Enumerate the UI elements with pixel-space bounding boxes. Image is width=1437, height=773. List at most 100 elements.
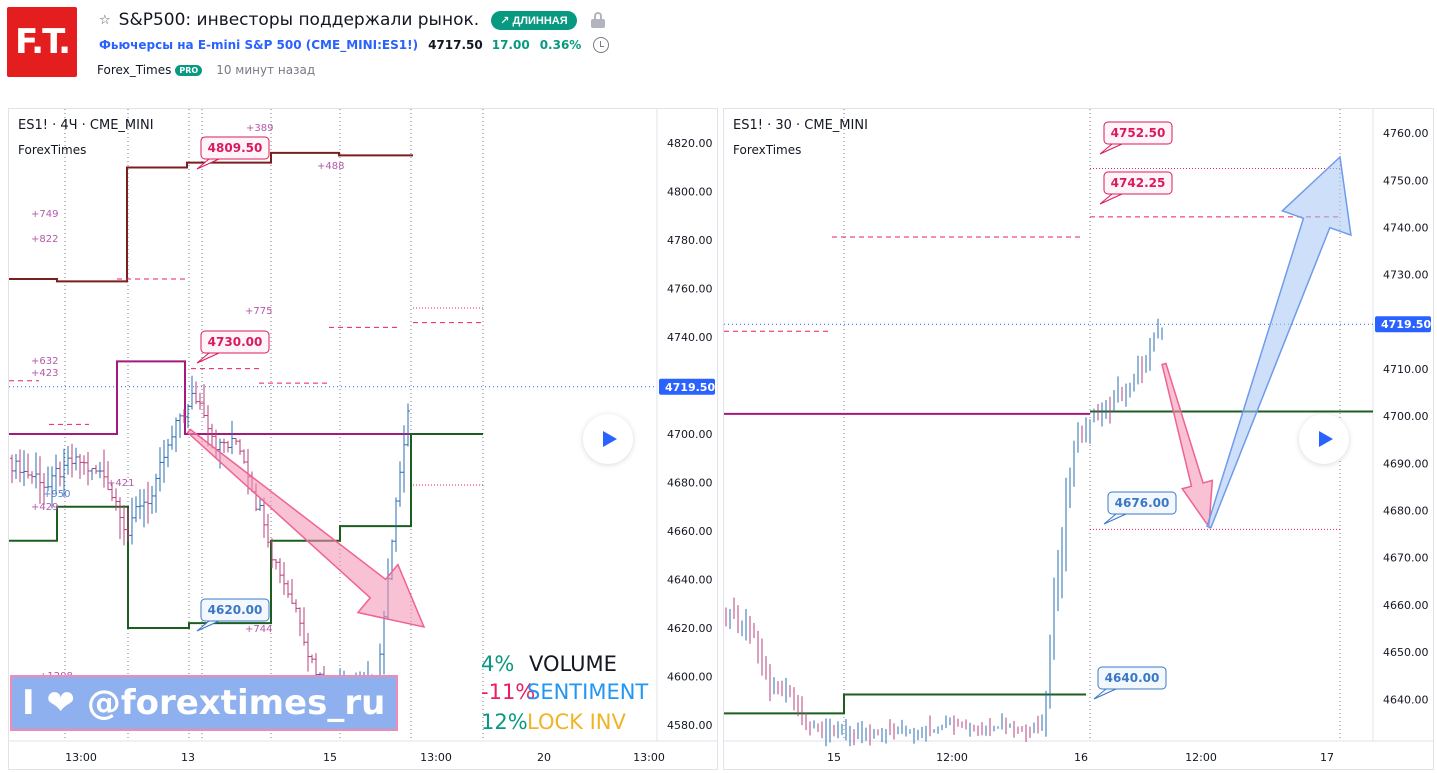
level-label: +822 xyxy=(31,234,58,245)
watermark-banner: I ❤ @forextimes_ru xyxy=(10,675,398,731)
price-callout-text: 4809.50 xyxy=(208,141,263,155)
alarm-clock-icon[interactable] xyxy=(593,37,610,53)
price-callout-box xyxy=(1103,171,1173,195)
price-callout-text: 4742.25 xyxy=(1111,176,1166,190)
price-tick-label: 4740.00 xyxy=(1383,222,1429,235)
resistance-step-line xyxy=(9,151,413,283)
overlay-pct: 4% xyxy=(481,652,515,676)
price-callout-pointer xyxy=(1099,193,1123,205)
chart-legend-right: ES1! · 30 · CME_MINI xyxy=(733,118,868,133)
price-tick-label: 4680.00 xyxy=(667,477,713,490)
forecast-arrow xyxy=(1206,155,1352,529)
level-label: +429 xyxy=(31,502,58,513)
overlay-pct: 12% xyxy=(481,710,528,734)
price-callout-text: 4730.00 xyxy=(208,335,263,349)
price-callout-pointer xyxy=(196,620,220,632)
price-tick-label: 4750.00 xyxy=(1383,174,1429,187)
chart-left-canvas: 4820.004800.004780.004760.004740.004720.… xyxy=(9,109,717,764)
price-tick-label: 4800.00 xyxy=(667,186,713,199)
title-row: ☆ S&P500: инвесторы поддержали рынок. ↗ … xyxy=(99,8,605,32)
logo-text: F.T. xyxy=(14,22,71,62)
time-tick-label: 12:00 xyxy=(936,751,968,764)
play-button-left[interactable] xyxy=(583,414,633,464)
time-tick-label: 13 xyxy=(181,751,195,764)
pro-badge: PRO xyxy=(175,64,203,76)
current-price-tag xyxy=(1375,316,1431,333)
time-tick-label: 13:00 xyxy=(633,751,665,764)
price-callout-box xyxy=(1107,491,1177,515)
price-callout-text: 4676.00 xyxy=(1115,496,1170,510)
lower-support-line xyxy=(724,693,1086,715)
symbol-change-pct: 0.36% xyxy=(539,38,582,52)
price-tick-label: 4700.00 xyxy=(1383,410,1429,423)
price-tick-label: 4760.00 xyxy=(667,283,713,296)
time-tick-label: 12:00 xyxy=(1185,751,1217,764)
price-tick-label: 4820.00 xyxy=(667,137,713,150)
level-label: +950 xyxy=(43,489,70,500)
time-tick-label: 20 xyxy=(537,751,551,764)
price-tick-label: 4730.00 xyxy=(1383,269,1429,282)
price-callout-box xyxy=(200,330,270,354)
chart-legend-left: ES1! · 4Ч · CME_MINI xyxy=(18,118,154,133)
time-tick-label: 13:00 xyxy=(420,751,452,764)
level-label: +488 xyxy=(317,161,344,172)
price-tick-label: 4650.00 xyxy=(1383,646,1429,659)
price-tick-label: 4780.00 xyxy=(667,234,713,247)
price-callout-text: 4620.00 xyxy=(208,603,263,617)
price-tick-label: 4660.00 xyxy=(667,525,713,538)
price-tick-label: 4740.00 xyxy=(667,331,713,344)
time-tick-label: 15 xyxy=(827,751,841,764)
price-tick-label: 4700.00 xyxy=(667,428,713,441)
current-price-text: 4719.50 xyxy=(1381,318,1431,331)
forecast-arrow xyxy=(1161,362,1214,530)
price-callout-pointer xyxy=(196,158,220,170)
current-price-text: 4719.50 xyxy=(665,381,715,394)
level-label: +423 xyxy=(31,368,58,379)
level-label: +632 xyxy=(31,356,58,367)
price-tick-label: 4690.00 xyxy=(1383,457,1429,470)
pivot-step-line xyxy=(9,360,413,436)
price-tick-label: 4680.00 xyxy=(1383,505,1429,518)
idea-header: F.T. ☆ S&P500: инвесторы поддержали рыно… xyxy=(0,0,1437,100)
level-label: +421 xyxy=(107,478,134,489)
overlay-label: LOCK INV xyxy=(527,710,626,734)
support-step-line xyxy=(9,433,483,629)
current-price-tag xyxy=(659,378,715,395)
level-label: +775 xyxy=(245,306,272,317)
time-tick-label: 17 xyxy=(1320,751,1334,764)
price-callout-pointer xyxy=(196,352,220,364)
price-callout-pointer xyxy=(1103,513,1127,525)
price-tick-label: 4660.00 xyxy=(1383,599,1429,612)
overlay-pct: -11% xyxy=(481,680,536,704)
play-button-right[interactable] xyxy=(1299,414,1349,464)
price-tick-label: 4580.00 xyxy=(667,719,713,732)
author-row: Forex_Times PRO 10 минут назад xyxy=(97,61,315,79)
idea-title: S&P500: инвесторы поддержали рынок. xyxy=(118,10,480,30)
chart-panel-right[interactable]: 4760.004750.004740.004730.004720.004710.… xyxy=(723,108,1434,770)
symbol-row: Фьючерсы на E-mini S&P 500 (CME_MINI:ES1… xyxy=(99,36,610,54)
price-tick-label: 4670.00 xyxy=(1383,552,1429,565)
price-tick-label: 4640.00 xyxy=(667,573,713,586)
chart-right-canvas: 4760.004750.004740.004730.004720.004710.… xyxy=(724,109,1433,764)
time-ago: 10 минут назад xyxy=(216,63,316,77)
forecast-arrow xyxy=(186,428,426,629)
star-icon[interactable]: ☆ xyxy=(99,12,111,27)
price-callout-text: 4752.50 xyxy=(1111,126,1166,140)
price-callout-box xyxy=(1103,121,1173,145)
price-tick-label: 4710.00 xyxy=(1383,363,1429,376)
price-callout-box xyxy=(200,136,270,160)
direction-badge: ↗ ДЛИННАЯ xyxy=(491,10,577,30)
author-logo[interactable]: F.T. xyxy=(7,7,77,77)
chart-panel-left[interactable]: 4820.004800.004780.004760.004740.004720.… xyxy=(8,108,718,770)
symbol-link[interactable]: Фьючерсы на E-mini S&P 500 (CME_MINI:ES1… xyxy=(99,38,419,52)
overlay-label: SENTIMENT xyxy=(527,680,649,704)
symbol-price: 4717.50 xyxy=(428,38,483,52)
price-tick-label: 4600.00 xyxy=(667,670,713,683)
price-callout-box xyxy=(200,598,270,622)
level-label: +749 xyxy=(31,209,58,220)
price-tick-label: 4760.00 xyxy=(1383,127,1429,140)
price-callout-pointer xyxy=(1099,143,1123,155)
price-callout-pointer xyxy=(1093,688,1117,700)
chart-author-left: ForexTimes xyxy=(18,143,87,157)
author-name[interactable]: Forex_Times xyxy=(97,63,172,77)
